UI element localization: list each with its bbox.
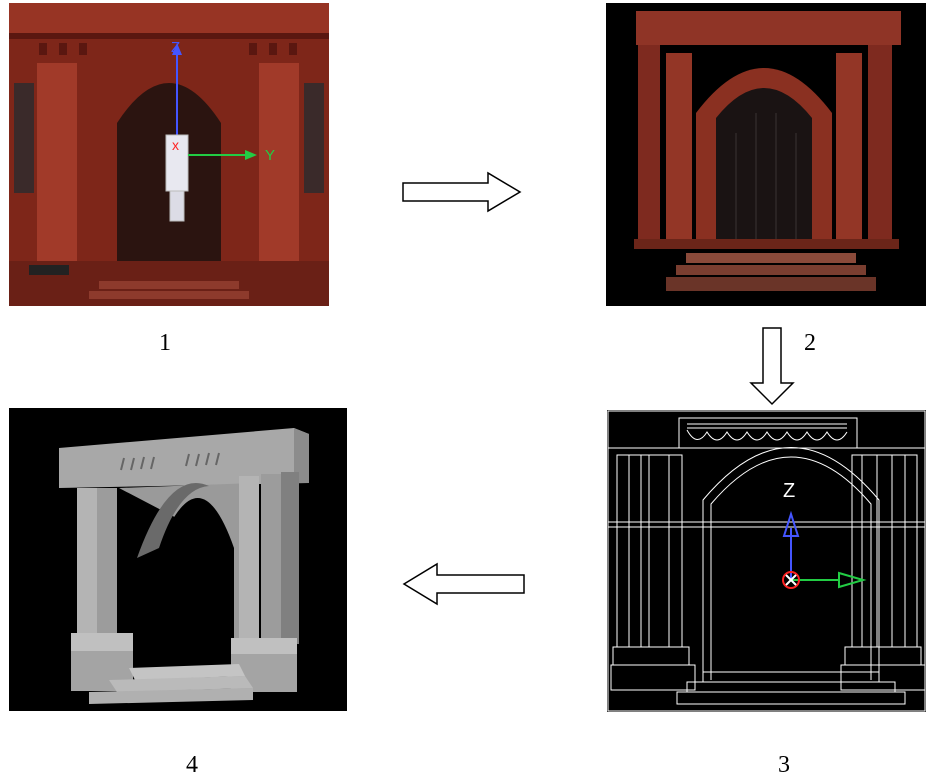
panel-1-label: 1 [159, 330, 171, 356]
panel-2-point-cloud [606, 3, 926, 306]
arrow-left [400, 560, 528, 610]
y-axis-label: Y [265, 147, 276, 164]
arrow-right [400, 170, 525, 215]
z-axis-label: Z [171, 39, 181, 56]
panel-4-solid-model [9, 408, 347, 711]
panel-3-wireframe: Z [607, 410, 926, 712]
panel-3-label: 3 [778, 752, 790, 778]
panel-1-photo: x Z Y [9, 3, 329, 306]
z-axis-label: Z [783, 480, 796, 502]
arrow-2-label: 2 [804, 330, 816, 356]
svg-text:x: x [172, 137, 179, 153]
panel-4-label: 4 [186, 752, 198, 778]
arrow-down [748, 325, 798, 407]
